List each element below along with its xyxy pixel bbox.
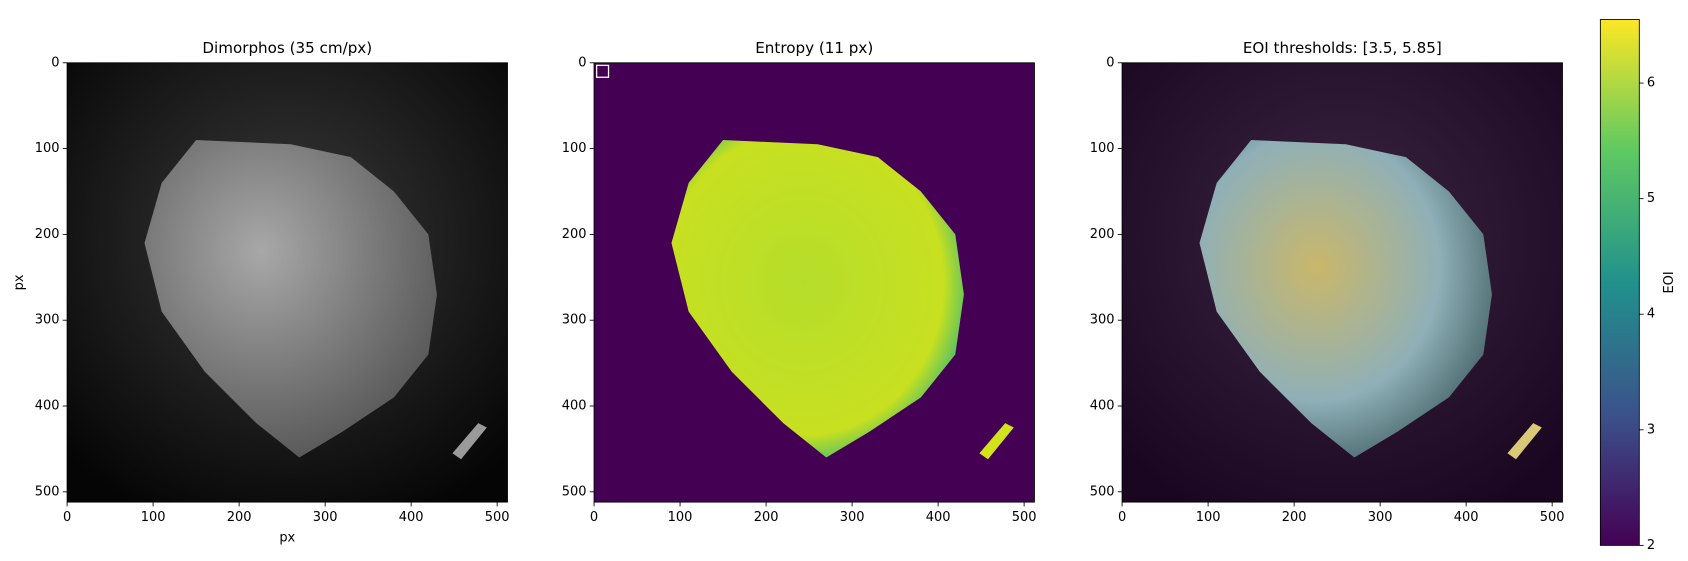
- y-tick-label: 100: [562, 141, 587, 156]
- x-tick-label: 200: [1282, 510, 1307, 525]
- colorbar: [1599, 19, 1640, 546]
- y-tick-label: 0: [51, 55, 59, 70]
- y-tick-label: 300: [35, 313, 60, 328]
- y-tick-label: 0: [578, 55, 586, 70]
- colorbar-tick-label: 5: [1647, 191, 1655, 206]
- y-tick-label: 0: [1106, 55, 1114, 70]
- x-tick-label: 200: [754, 510, 779, 525]
- x-tick-label: 400: [926, 510, 951, 525]
- asteroid: [144, 140, 437, 458]
- y-tick-label: 300: [1090, 313, 1115, 328]
- axes-frame: [1121, 62, 1563, 503]
- y-axis-label: px: [12, 274, 27, 290]
- x-tick-label: 100: [1196, 510, 1221, 525]
- x-tick-label: 400: [399, 510, 424, 525]
- y-tick-label: 200: [35, 227, 60, 242]
- colorbar-tick-label: 2: [1647, 538, 1655, 553]
- y-tick-label: 100: [35, 141, 60, 156]
- image: [594, 62, 1035, 503]
- x-tick-label: 100: [141, 510, 166, 525]
- x-tick-label: 400: [1454, 510, 1479, 525]
- panel-title: Dimorphos (35 cm/px): [202, 39, 372, 57]
- x-tick-label: 0: [1118, 510, 1126, 525]
- x-tick-label: 500: [485, 510, 510, 525]
- x-tick-label: 0: [590, 510, 598, 525]
- panel-title: EOI thresholds: [3.5, 5.85]: [1243, 39, 1442, 57]
- x-tick-label: 300: [1368, 510, 1393, 525]
- y-tick-label: 500: [1090, 484, 1115, 499]
- asteroid: [1199, 140, 1492, 458]
- y-tick-label: 400: [1090, 399, 1115, 414]
- fragment: [979, 423, 1014, 460]
- fragment: [452, 423, 487, 460]
- panel-title: Entropy (11 px): [755, 39, 873, 57]
- y-tick-label: 500: [562, 484, 587, 499]
- x-tick-label: 300: [313, 510, 338, 525]
- x-tick-label: 500: [1012, 510, 1037, 525]
- asteroid: [671, 140, 964, 458]
- colorbar-label: EOI: [1662, 271, 1677, 293]
- y-tick-label: 200: [1090, 227, 1115, 242]
- x-axis-label: px: [279, 530, 295, 545]
- x-tick-label: 100: [668, 510, 693, 525]
- window-marker: [595, 64, 610, 78]
- axes-frame: [593, 62, 1035, 503]
- colorbar-tick-label: 4: [1647, 307, 1655, 322]
- y-tick-label: 500: [35, 484, 60, 499]
- colorbar-tick-label: 6: [1647, 76, 1655, 91]
- x-tick-label: 300: [840, 510, 865, 525]
- x-tick-label: 0: [63, 510, 71, 525]
- fragment: [1507, 423, 1542, 460]
- y-tick-label: 400: [562, 399, 587, 414]
- x-tick-label: 200: [227, 510, 252, 525]
- axes-frame: [66, 62, 508, 503]
- y-tick-label: 100: [1090, 141, 1115, 156]
- y-tick-label: 300: [562, 313, 587, 328]
- colorbar-tick-label: 3: [1647, 422, 1655, 437]
- y-tick-label: 400: [35, 399, 60, 414]
- x-tick-label: 500: [1540, 510, 1565, 525]
- image: [1122, 62, 1563, 503]
- y-tick-label: 200: [562, 227, 587, 242]
- image: [67, 62, 508, 503]
